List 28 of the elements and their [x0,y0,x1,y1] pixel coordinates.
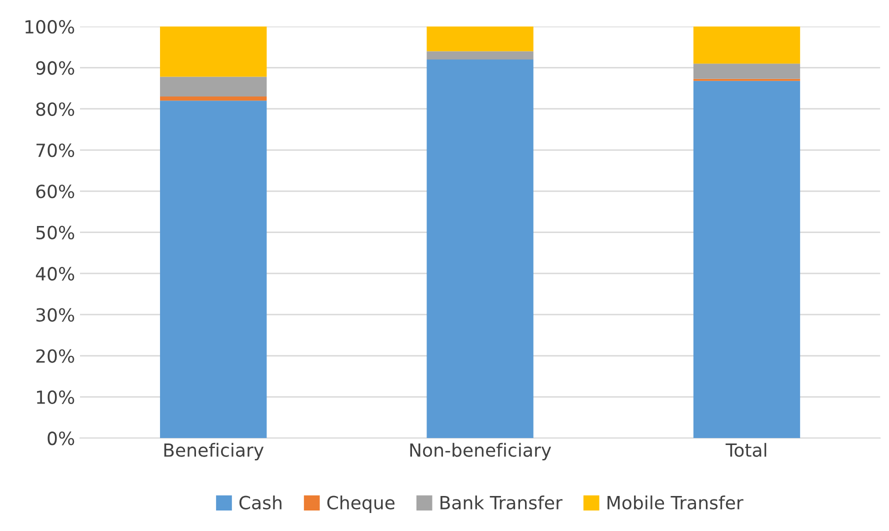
bar [426,51,534,60]
x-tick-label: Total [726,442,766,457]
bar [160,96,267,101]
legend-label: Cash [239,495,282,510]
x-tick-label: Non-beneficiary [410,442,552,460]
bar [426,26,534,52]
bar [160,26,267,77]
y-tick-label: 100% [26,20,74,34]
y-tick-label: 60% [36,184,74,198]
y-tick-label: 50% [36,226,74,240]
y-tick-label: 20% [36,349,74,363]
y-tick-label: 10% [37,390,74,404]
y-tick-label: 70% [36,143,74,158]
x-tick-label: Beneficiary [164,442,264,460]
bar [160,100,267,438]
y-tick-label: 40% [36,266,74,281]
y-tick-label: 30% [36,308,74,322]
bar [693,64,800,79]
bar [160,76,267,97]
legend-label: Mobile Transfer [608,495,744,510]
legend-label: Bank Transfer [440,495,562,510]
bar [693,80,800,438]
y-tick-label: 0% [48,432,74,446]
bar [426,59,534,438]
y-tick-label: 90% [36,61,74,75]
bar [693,26,800,64]
legend-label: Cheque [327,495,394,513]
y-tick-label: 80% [36,102,74,116]
